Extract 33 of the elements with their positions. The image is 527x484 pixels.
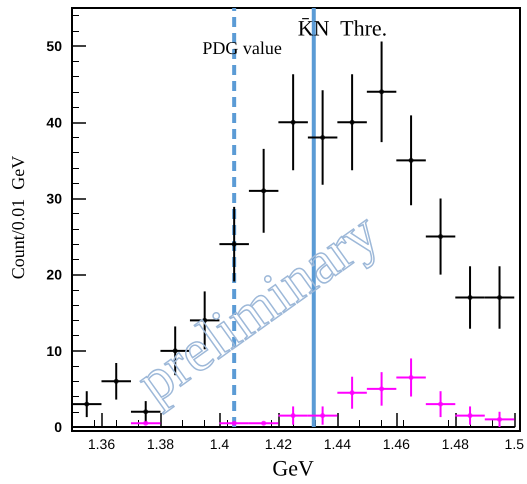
x-tick-label: 1.44 [324,436,352,452]
point [468,294,473,300]
x-tick-label: 1.42 [264,436,292,452]
point [468,413,473,418]
point [408,158,414,163]
y-tick-label: 30 [46,190,62,206]
y-axis-title: Count/0.01 GeV [8,156,28,280]
point [114,378,119,384]
x-tick-label: 1.46 [382,436,410,452]
point [497,294,502,300]
x-tick-label: 1.5 [504,436,524,452]
point [261,188,266,194]
x-tick-label: 1.48 [442,436,470,452]
y-tick-label: 40 [46,114,62,130]
point [497,416,502,422]
y-tick-label: 0 [54,419,62,435]
x-axis-title: GeV [272,456,314,480]
point [438,234,444,240]
point [379,386,384,392]
point [350,120,355,125]
y-tick-label: 50 [46,38,62,54]
point [290,120,296,125]
point [379,89,384,94]
point [408,374,414,380]
point [84,402,90,407]
x-tick-label: 1.4 [210,436,230,452]
y-tick-label: 20 [46,266,62,283]
x-tick-label: 1.36 [88,436,116,452]
y-tick-label: 10 [46,342,62,359]
point [320,135,326,140]
x-tick-label: 1.38 [146,436,174,452]
point [438,402,444,407]
ref-line-label: PDG value [202,38,282,58]
